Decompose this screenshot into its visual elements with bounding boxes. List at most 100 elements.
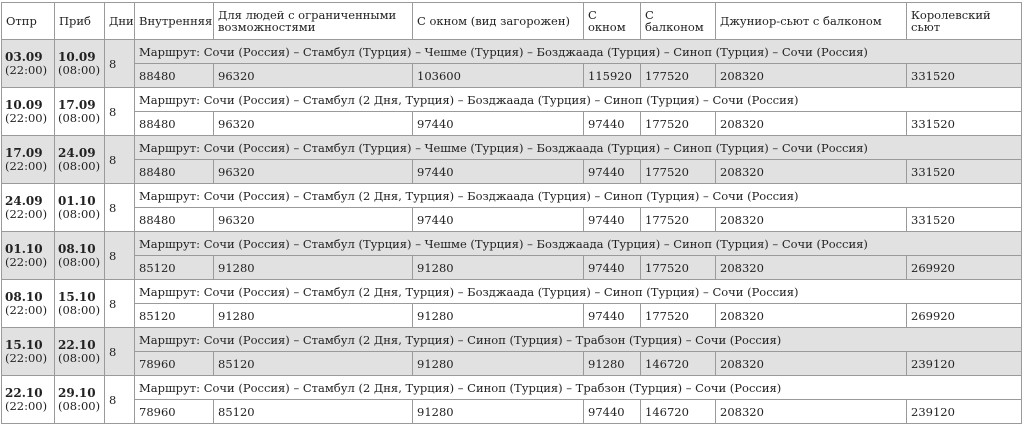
arrival-time: (08:00) [58, 206, 101, 221]
column-header: С окном (вид загорожен) [412, 2, 584, 40]
departure-cell: 24.09 (22:00) [1, 183, 55, 232]
departure-cell: 17.09 (22:00) [1, 135, 55, 184]
departure-time: (22:00) [5, 110, 48, 125]
price: 208320 [715, 255, 907, 280]
price-row: 78960 85120 91280 97440 146720 208320 239120 [2, 399, 1022, 424]
route-row: 08.10 (22:00) 15.10 (08:00) 8 Маршрут: Сочи (… [1, 279, 1022, 328]
price: 97440 [583, 399, 641, 424]
price: 208320 [715, 207, 907, 232]
price: 115920 [583, 63, 641, 88]
arrival-date: 10.09 [58, 49, 96, 64]
price: 177520 [640, 303, 716, 328]
route: Маршрут: Сочи (Россия) – Стамбул (2 Дня,… [134, 87, 1022, 112]
table-body: 03.09 (22:00) 10.09 (08:00) 8 Маршрут: Сочи (… [1, 39, 1022, 424]
arrival-time: (08:00) [58, 302, 101, 317]
column-header: Джуниор-сьют с балконом [715, 2, 907, 40]
price: 177520 [640, 207, 716, 232]
arrival-date: 15.10 [58, 289, 96, 304]
price-row: 88480 96320 97440 97440 177520 208320 331520 [2, 159, 1022, 184]
price: 208320 [715, 303, 907, 328]
departure-date: 17.09 [5, 145, 43, 160]
route: Маршрут: Сочи (Россия) – Стамбул (Турция… [134, 39, 1022, 64]
price: 331520 [906, 207, 1022, 232]
days: 8 [104, 135, 135, 184]
price: 146720 [640, 351, 716, 376]
days: 8 [104, 327, 135, 376]
arrival-date: 01.10 [58, 193, 96, 208]
price: 97440 [583, 207, 641, 232]
days: 8 [104, 183, 135, 232]
arrival-time: (08:00) [58, 398, 101, 413]
price: 85120 [213, 351, 413, 376]
route-row: 10.09 (22:00) 17.09 (08:00) 8 Маршрут: Сочи (… [1, 87, 1022, 136]
arrival-date: 29.10 [58, 385, 96, 400]
price: 97440 [412, 207, 584, 232]
arrival-cell: 24.09 (08:00) [54, 135, 105, 184]
price: 88480 [134, 111, 214, 136]
route: Маршрут: Сочи (Россия) – Стамбул (Турция… [134, 231, 1022, 256]
days: 8 [104, 87, 135, 136]
column-header: Приб [54, 2, 105, 40]
price: 97440 [583, 111, 641, 136]
arrival-cell: 10.09 (08:00) [54, 39, 105, 88]
price: 331520 [906, 159, 1022, 184]
price: 91280 [213, 255, 413, 280]
price-row: 88480 96320 103600 115920 177520 208320 331520 [2, 63, 1022, 88]
arrival-time: (08:00) [58, 350, 101, 365]
price: 177520 [640, 255, 716, 280]
price: 146720 [640, 399, 716, 424]
arrival-time: (08:00) [58, 158, 101, 173]
days: 8 [104, 231, 135, 280]
arrival-date: 08.10 [58, 241, 96, 256]
arrival-cell: 01.10 (08:00) [54, 183, 105, 232]
column-header: Королевский сьют [906, 2, 1022, 40]
price: 78960 [134, 399, 214, 424]
price: 85120 [213, 399, 413, 424]
column-header: Для людей с ограниченными возможностями [213, 2, 413, 40]
price: 331520 [906, 63, 1022, 88]
price: 91280 [412, 255, 584, 280]
price: 208320 [715, 63, 907, 88]
price: 91280 [213, 303, 413, 328]
arrival-date: 22.10 [58, 337, 96, 352]
price: 97440 [583, 159, 641, 184]
column-header: Дни [104, 2, 135, 40]
route: Маршрут: Сочи (Россия) – Стамбул (Турция… [134, 135, 1022, 160]
route: Маршрут: Сочи (Россия) – Стамбул (2 Дня,… [134, 327, 1022, 352]
column-header: С балконом [640, 2, 716, 40]
price: 96320 [213, 159, 413, 184]
departure-cell: 10.09 (22:00) [1, 87, 55, 136]
price: 331520 [906, 111, 1022, 136]
route-row: 15.10 (22:00) 22.10 (08:00) 8 Маршрут: Сочи (… [1, 327, 1022, 376]
price: 91280 [412, 351, 584, 376]
price: 78960 [134, 351, 214, 376]
arrival-cell: 17.09 (08:00) [54, 87, 105, 136]
departure-date: 01.10 [5, 241, 43, 256]
route-row: 17.09 (22:00) 24.09 (08:00) 8 Маршрут: Сочи (… [1, 135, 1022, 184]
arrival-time: (08:00) [58, 62, 101, 77]
arrival-date: 17.09 [58, 97, 96, 112]
header-row: Отпр Приб Дни Внутренняя Для людей с огранич… [1, 2, 1022, 40]
price: 96320 [213, 207, 413, 232]
arrival-time: (08:00) [58, 110, 101, 125]
column-header: Отпр [1, 2, 55, 40]
price: 239120 [906, 351, 1022, 376]
price: 85120 [134, 255, 214, 280]
price: 88480 [134, 207, 214, 232]
departure-time: (22:00) [5, 398, 48, 413]
days: 8 [104, 39, 135, 88]
route: Маршрут: Сочи (Россия) – Стамбул (2 Дня,… [134, 183, 1022, 208]
departure-date: 03.09 [5, 49, 43, 64]
column-header: С окном [583, 2, 641, 40]
departure-time: (22:00) [5, 302, 48, 317]
schedule-table: Отпр Приб Дни Внутренняя Для людей с огранич… [1, 2, 1022, 424]
price-row: 88480 96320 97440 97440 177520 208320 331520 [2, 207, 1022, 232]
price: 177520 [640, 63, 716, 88]
route-row: 24.09 (22:00) 01.10 (08:00) 8 Маршрут: Сочи (… [1, 183, 1022, 232]
departure-date: 24.09 [5, 193, 43, 208]
price: 97440 [412, 111, 584, 136]
departure-date: 08.10 [5, 289, 43, 304]
price: 208320 [715, 159, 907, 184]
arrival-time: (08:00) [58, 254, 101, 269]
